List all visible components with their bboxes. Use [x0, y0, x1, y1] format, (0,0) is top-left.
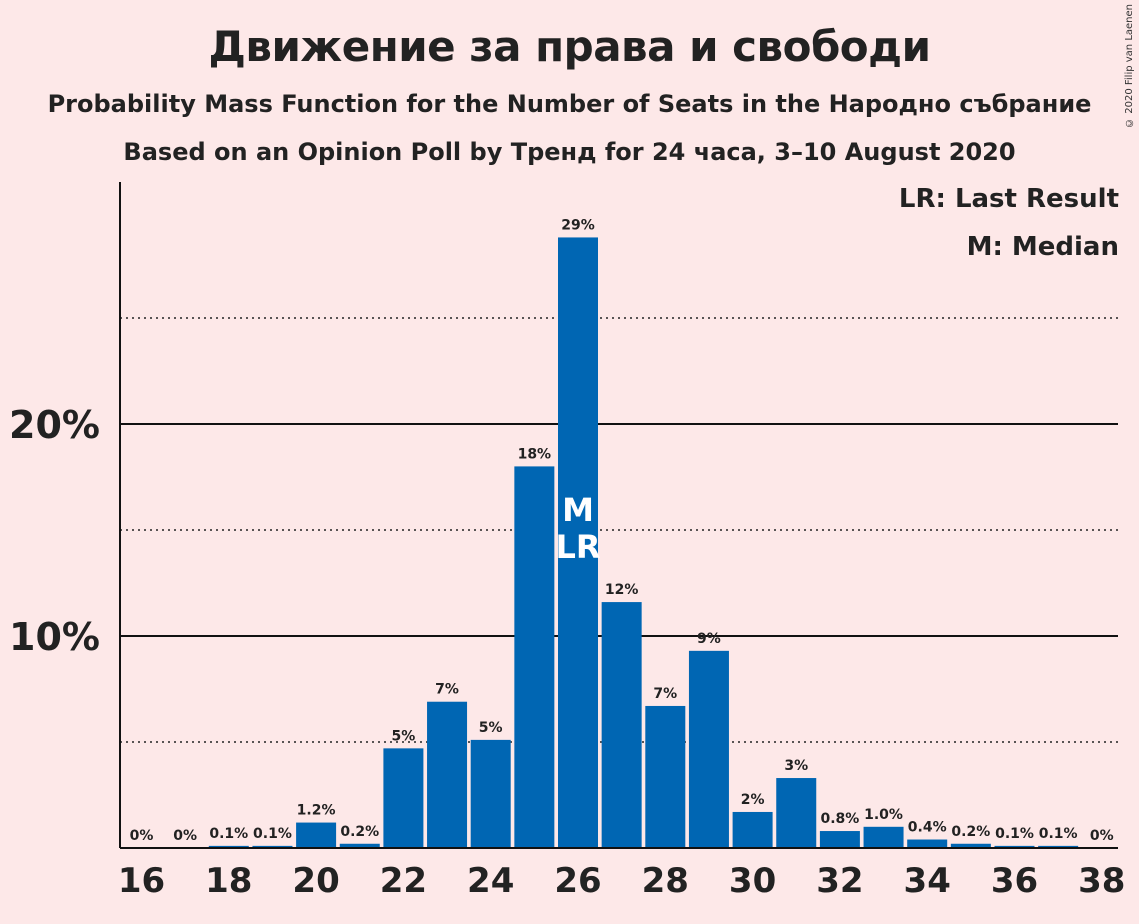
data-label: 18%: [518, 446, 552, 462]
x-tick-label: 26: [554, 861, 601, 901]
data-label: 7%: [653, 686, 677, 702]
data-label: 1.2%: [297, 803, 336, 819]
bar-seat-36: [994, 845, 1035, 848]
data-label: 7%: [435, 682, 459, 698]
bar-seat-37: [1038, 845, 1079, 848]
last-result-marker: LR: [555, 528, 600, 566]
bar-seat-18: [208, 845, 249, 848]
data-label: 0.2%: [340, 824, 379, 840]
x-tick-label: 22: [380, 861, 427, 901]
bar-seat-35: [950, 843, 991, 848]
y-tick-label: 10%: [9, 615, 100, 659]
x-tick-label: 38: [1078, 861, 1125, 901]
bar-seat-31: [776, 778, 817, 848]
data-label: 0.1%: [995, 826, 1034, 842]
data-label: 29%: [561, 217, 595, 233]
bar-seat-21: [339, 843, 380, 848]
data-label: 0.4%: [908, 820, 947, 836]
bar-seat-32: [819, 831, 860, 848]
bar-seat-30: [732, 811, 773, 848]
legend-last-result: LR: Last Result: [898, 184, 1119, 214]
x-tick-label: 36: [991, 861, 1038, 901]
bar-seat-29: [688, 650, 729, 848]
x-tick-label: 20: [292, 861, 339, 901]
y-tick-label: 20%: [9, 403, 100, 447]
data-label: 5%: [479, 720, 503, 736]
data-label: 2%: [741, 792, 765, 808]
data-label: 0.8%: [820, 811, 859, 827]
bar-seat-19: [252, 845, 293, 848]
data-label: 0.1%: [253, 826, 292, 842]
bar-seat-23: [427, 701, 468, 848]
data-label: 0.2%: [951, 824, 990, 840]
x-tick-label: 18: [205, 861, 252, 901]
data-label: 0.1%: [209, 826, 248, 842]
data-label: 1.0%: [864, 807, 903, 823]
bar-seat-22: [383, 748, 424, 848]
data-label: 0%: [173, 828, 197, 844]
bar-seat-34: [907, 839, 948, 848]
data-label: 3%: [784, 758, 808, 774]
bar-seat-24: [470, 739, 511, 848]
data-label: 5%: [392, 728, 416, 744]
data-label: 12%: [605, 582, 639, 598]
x-tick-label: 16: [118, 861, 165, 901]
bar-seat-20: [296, 822, 337, 848]
bar-seat-33: [863, 826, 904, 848]
median-marker: M: [562, 491, 594, 529]
bar-seat-28: [645, 705, 686, 848]
x-tick-label: 28: [642, 861, 689, 901]
data-label: 9%: [697, 631, 721, 647]
bar-seat-27: [601, 602, 642, 848]
legend-median: M: Median: [966, 232, 1119, 262]
data-label: 0%: [1090, 828, 1114, 844]
x-tick-label: 24: [467, 861, 514, 901]
chart-title: Движение за права и свободи: [208, 22, 932, 71]
chart-subtitle: Probability Mass Function for the Number…: [47, 90, 1092, 118]
data-label: 0%: [130, 828, 154, 844]
x-tick-label: 30: [729, 861, 776, 901]
data-label: 0.1%: [1039, 826, 1078, 842]
x-tick-label: 32: [816, 861, 863, 901]
x-tick-label: 34: [904, 861, 951, 901]
chart-source-line: Based on an Opinion Poll by Тренд for 24…: [123, 138, 1016, 166]
bar-seat-25: [514, 466, 555, 848]
bar-seat-26: [558, 237, 598, 848]
